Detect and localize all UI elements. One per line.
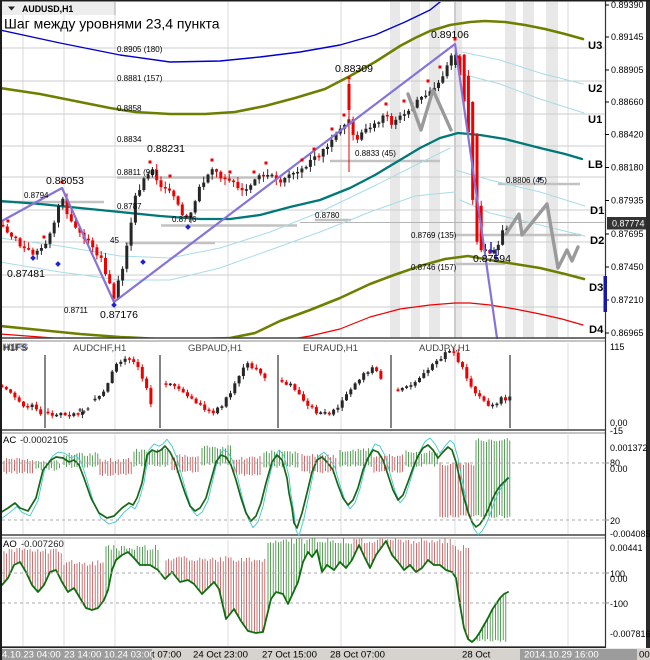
svg-text:0.00441: 0.00441	[610, 543, 643, 553]
svg-text:0.8811 (90): 0.8811 (90)	[117, 168, 158, 177]
svg-text:-100: -100	[610, 599, 628, 609]
svg-text:0.89145: 0.89145	[611, 32, 644, 42]
svg-text:U3: U3	[588, 40, 602, 52]
svg-text:0.8806 (45): 0.8806 (45)	[506, 176, 547, 185]
svg-text:LB: LB	[588, 159, 603, 171]
svg-text:0.001372: 0.001372	[610, 443, 648, 453]
svg-text:4.10.23 04:00: 4.10.23 04:00	[2, 650, 61, 660]
svg-text:0,00: 0,00	[610, 418, 628, 428]
svg-text:0.88180: 0.88180	[611, 163, 644, 173]
svg-text:0.8794: 0.8794	[24, 191, 49, 200]
svg-text:0.88660: 0.88660	[611, 97, 644, 107]
svg-text:0.88309: 0.88309	[335, 63, 373, 75]
svg-text:GBPAUD,H1: GBPAUD,H1	[188, 343, 242, 354]
svg-text:115: 115	[610, 342, 624, 352]
svg-text:0.00: 0.00	[610, 464, 628, 474]
svg-text:2014.10.29 16:00: 2014.10.29 16:00	[524, 650, 599, 660]
svg-text:80: 80	[610, 458, 620, 468]
svg-text:AUDUSD,H1: AUDUSD,H1	[22, 4, 73, 14]
svg-text:-0.007816: -0.007816	[610, 629, 650, 639]
svg-text:0.87695: 0.87695	[611, 229, 644, 239]
svg-text:0.87450: 0.87450	[611, 262, 644, 272]
svg-text:24 Oct 23:00: 24 Oct 23:00	[193, 650, 248, 660]
svg-text:D4: D4	[589, 324, 604, 336]
svg-text:EURAUD,H1: EURAUD,H1	[303, 343, 358, 354]
svg-text:0.8833 (45): 0.8833 (45)	[355, 149, 396, 158]
svg-text:0.8881 (157): 0.8881 (157)	[117, 74, 163, 83]
svg-text:27 Oct 15:00: 27 Oct 15:00	[262, 650, 317, 660]
svg-text:0.88053: 0.88053	[46, 175, 84, 187]
svg-text:0.87935: 0.87935	[611, 196, 644, 206]
svg-text:0.8746 (157): 0.8746 (157)	[411, 263, 457, 272]
svg-text:0.87176: 0.87176	[100, 309, 138, 321]
svg-text:0.8711: 0.8711	[64, 306, 88, 315]
svg-text:0.89106: 0.89106	[431, 29, 469, 41]
svg-text:0.88420: 0.88420	[611, 130, 644, 140]
svg-text:10.24 03:00: 10.24 03:00	[104, 650, 155, 660]
svg-text:0.87774: 0.87774	[612, 219, 645, 229]
svg-text:0.89390: 0.89390	[611, 0, 644, 10]
svg-text:Шаг между уровнями 23,4 пункта: Шаг между уровнями 23,4 пункта	[4, 16, 220, 32]
svg-text:28 Oct: 28 Oct	[462, 650, 491, 660]
svg-text:0.87210: 0.87210	[611, 295, 644, 305]
svg-text:-0.0002105: -0.0002105	[20, 435, 68, 446]
svg-text:H1FS: H1FS	[3, 343, 27, 354]
svg-text:AUDJPY,H1: AUDJPY,H1	[419, 343, 470, 354]
svg-text:U2: U2	[588, 83, 602, 95]
svg-text:100: 100	[610, 569, 625, 579]
svg-text:20: 20	[610, 516, 620, 526]
svg-text:0.8769 (135): 0.8769 (135)	[411, 231, 457, 240]
svg-text:AC: AC	[3, 435, 16, 446]
svg-text:-0.007260: -0.007260	[21, 539, 64, 550]
svg-text:H1FS: H1FS	[2, 342, 26, 353]
svg-text:0.87594: 0.87594	[473, 253, 511, 265]
svg-text:H1FS: H1FS	[4, 342, 28, 353]
svg-text:0.8905 (180): 0.8905 (180)	[117, 45, 163, 54]
svg-text:28 Oct 07:00: 28 Oct 07:00	[330, 650, 385, 660]
svg-text:D1: D1	[590, 205, 604, 217]
svg-text:00: 00	[639, 650, 650, 660]
svg-text:-0.004085: -0.004085	[610, 529, 650, 539]
svg-text:D3: D3	[589, 282, 603, 294]
svg-text:t 07:00: t 07:00	[152, 650, 181, 660]
svg-text:-15: -15	[610, 426, 623, 436]
svg-text:AUDCHF,H1: AUDCHF,H1	[73, 343, 126, 354]
svg-text:0.88905: 0.88905	[611, 65, 644, 75]
svg-text:0.8834: 0.8834	[117, 135, 142, 144]
svg-text:0.86965: 0.86965	[611, 328, 644, 338]
svg-text:0.8776: 0.8776	[172, 215, 197, 224]
svg-text:0.8787: 0.8787	[117, 202, 142, 211]
svg-text:0.87481: 0.87481	[7, 268, 45, 280]
svg-text:23 14:00: 23 14:00	[64, 650, 101, 660]
svg-text:0.88231: 0.88231	[147, 143, 185, 155]
svg-text:U1: U1	[588, 114, 602, 126]
svg-text:D2: D2	[590, 235, 604, 247]
svg-text:0.8858: 0.8858	[117, 104, 142, 113]
svg-text:AO: AO	[3, 539, 17, 550]
svg-text:0.8780: 0.8780	[315, 211, 340, 220]
svg-text:45: 45	[110, 236, 119, 245]
svg-text:0.00: 0.00	[610, 574, 628, 584]
